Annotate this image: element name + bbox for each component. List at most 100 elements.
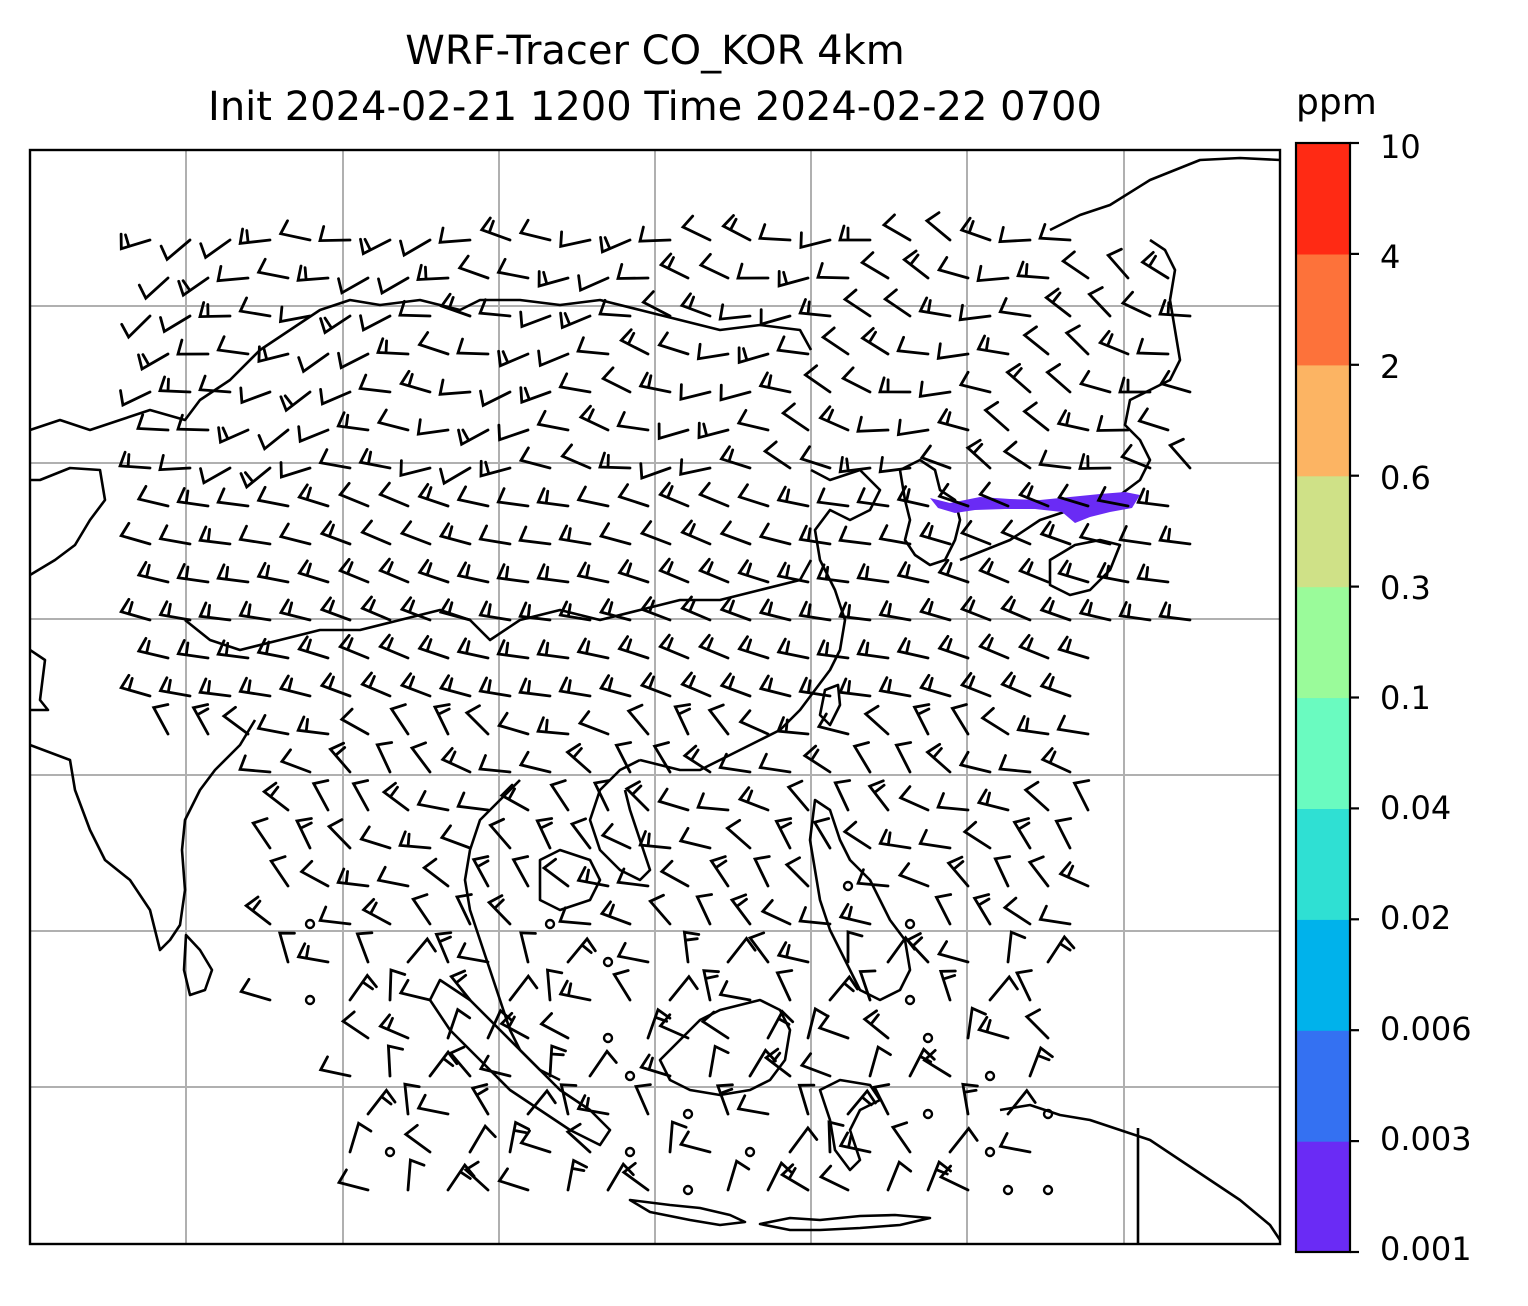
wind-barb xyxy=(759,308,792,327)
calm-wind-marker xyxy=(602,1032,614,1044)
wind-barb xyxy=(1060,250,1090,280)
wind-barb xyxy=(736,1094,770,1116)
wind-barb xyxy=(377,276,410,296)
wind-barb xyxy=(682,930,701,964)
wind-barb xyxy=(779,1163,810,1192)
wind-barb xyxy=(399,238,432,258)
coastline-java xyxy=(628,1198,747,1227)
wind-barb xyxy=(496,639,530,660)
wind-barb xyxy=(818,1164,850,1192)
coastline-sri-lanka xyxy=(182,933,214,997)
wind-barb xyxy=(978,557,1010,584)
wind-barb xyxy=(798,906,832,926)
wind-barb xyxy=(838,525,872,546)
wind-barb xyxy=(697,557,730,584)
wind-barb xyxy=(721,214,752,242)
colorbar-segment xyxy=(1296,919,1350,1031)
wind-barb xyxy=(216,335,250,356)
wind-barb xyxy=(639,462,672,481)
wind-barb xyxy=(549,779,570,812)
wind-barb xyxy=(297,352,330,374)
wind-barb xyxy=(1097,329,1130,356)
wind-barb xyxy=(1140,251,1170,280)
wind-barb xyxy=(695,893,713,926)
wind-barb xyxy=(519,1129,552,1154)
wind-barb xyxy=(456,485,490,508)
wind-barb xyxy=(737,559,770,584)
wind-barb xyxy=(478,754,512,774)
wind-barb xyxy=(698,252,730,280)
wind-barb xyxy=(456,942,490,964)
wind-barb xyxy=(499,783,530,812)
wind-barb xyxy=(1064,324,1090,356)
wind-barb xyxy=(297,559,330,584)
wind-barb xyxy=(619,328,650,356)
wind-barb xyxy=(376,865,410,888)
wind-barb xyxy=(366,1087,397,1116)
wind-barb xyxy=(536,487,570,508)
wind-barb xyxy=(198,677,232,698)
wind-barb xyxy=(919,597,952,622)
wind-barb xyxy=(878,828,912,850)
wind-barb xyxy=(948,1126,979,1154)
wind-barb xyxy=(378,557,410,584)
wind-barb xyxy=(697,421,730,440)
wind-barb xyxy=(158,375,192,394)
wind-barb xyxy=(216,487,250,508)
wind-barb xyxy=(137,352,170,372)
wind-barb xyxy=(541,857,570,888)
wind-barb xyxy=(980,706,1010,736)
wind-barb xyxy=(838,601,872,622)
wind-barb xyxy=(358,448,392,470)
wind-barb xyxy=(470,1083,490,1116)
wind-barb xyxy=(657,787,690,812)
wind-barb xyxy=(638,830,672,850)
wind-barb xyxy=(719,445,752,470)
wind-barb xyxy=(537,349,570,368)
wind-barb xyxy=(221,705,250,736)
wind-barb xyxy=(457,428,490,447)
wind-barb xyxy=(775,969,794,1002)
wind-barb xyxy=(867,779,890,812)
wind-barb xyxy=(1137,407,1170,432)
wind-barb xyxy=(1023,780,1050,812)
wind-barb xyxy=(862,1009,890,1040)
coastline-japan xyxy=(959,238,1182,597)
wind-barb xyxy=(614,741,633,774)
wind-barb xyxy=(598,522,632,546)
wind-barb xyxy=(388,968,407,1002)
wind-barb xyxy=(518,601,552,622)
wind-barb xyxy=(780,402,810,432)
wind-barb xyxy=(479,459,512,478)
wind-barb xyxy=(360,595,392,622)
wind-barb xyxy=(340,1010,370,1040)
wind-barb xyxy=(936,256,970,280)
wind-barb xyxy=(239,386,272,405)
wind-barb xyxy=(456,561,490,584)
wind-barb xyxy=(463,1160,490,1192)
wind-barb xyxy=(1028,1045,1054,1078)
wind-barb xyxy=(798,600,832,622)
wind-barb xyxy=(678,1130,712,1154)
wind-barb xyxy=(176,563,210,584)
wind-barb xyxy=(938,969,957,1002)
wind-barb xyxy=(679,383,712,402)
wind-barb xyxy=(496,563,530,584)
wind-barb xyxy=(428,1049,459,1078)
wind-barb xyxy=(565,742,592,774)
wind-barb xyxy=(456,637,490,660)
wind-barb xyxy=(560,443,592,470)
wind-barb xyxy=(978,633,1010,660)
wind-barb xyxy=(872,1083,891,1116)
wind-barb xyxy=(918,828,952,850)
wind-barb xyxy=(536,639,570,660)
wind-barb xyxy=(1012,817,1032,850)
wind-barb xyxy=(199,238,232,260)
wind-barb xyxy=(359,237,392,256)
wind-barb xyxy=(715,1083,734,1116)
wind-barb xyxy=(798,298,832,318)
calm-wind-marker xyxy=(922,1108,934,1120)
wind-barb xyxy=(499,1011,530,1040)
wind-barb xyxy=(239,466,272,490)
wind-barb xyxy=(658,481,690,508)
